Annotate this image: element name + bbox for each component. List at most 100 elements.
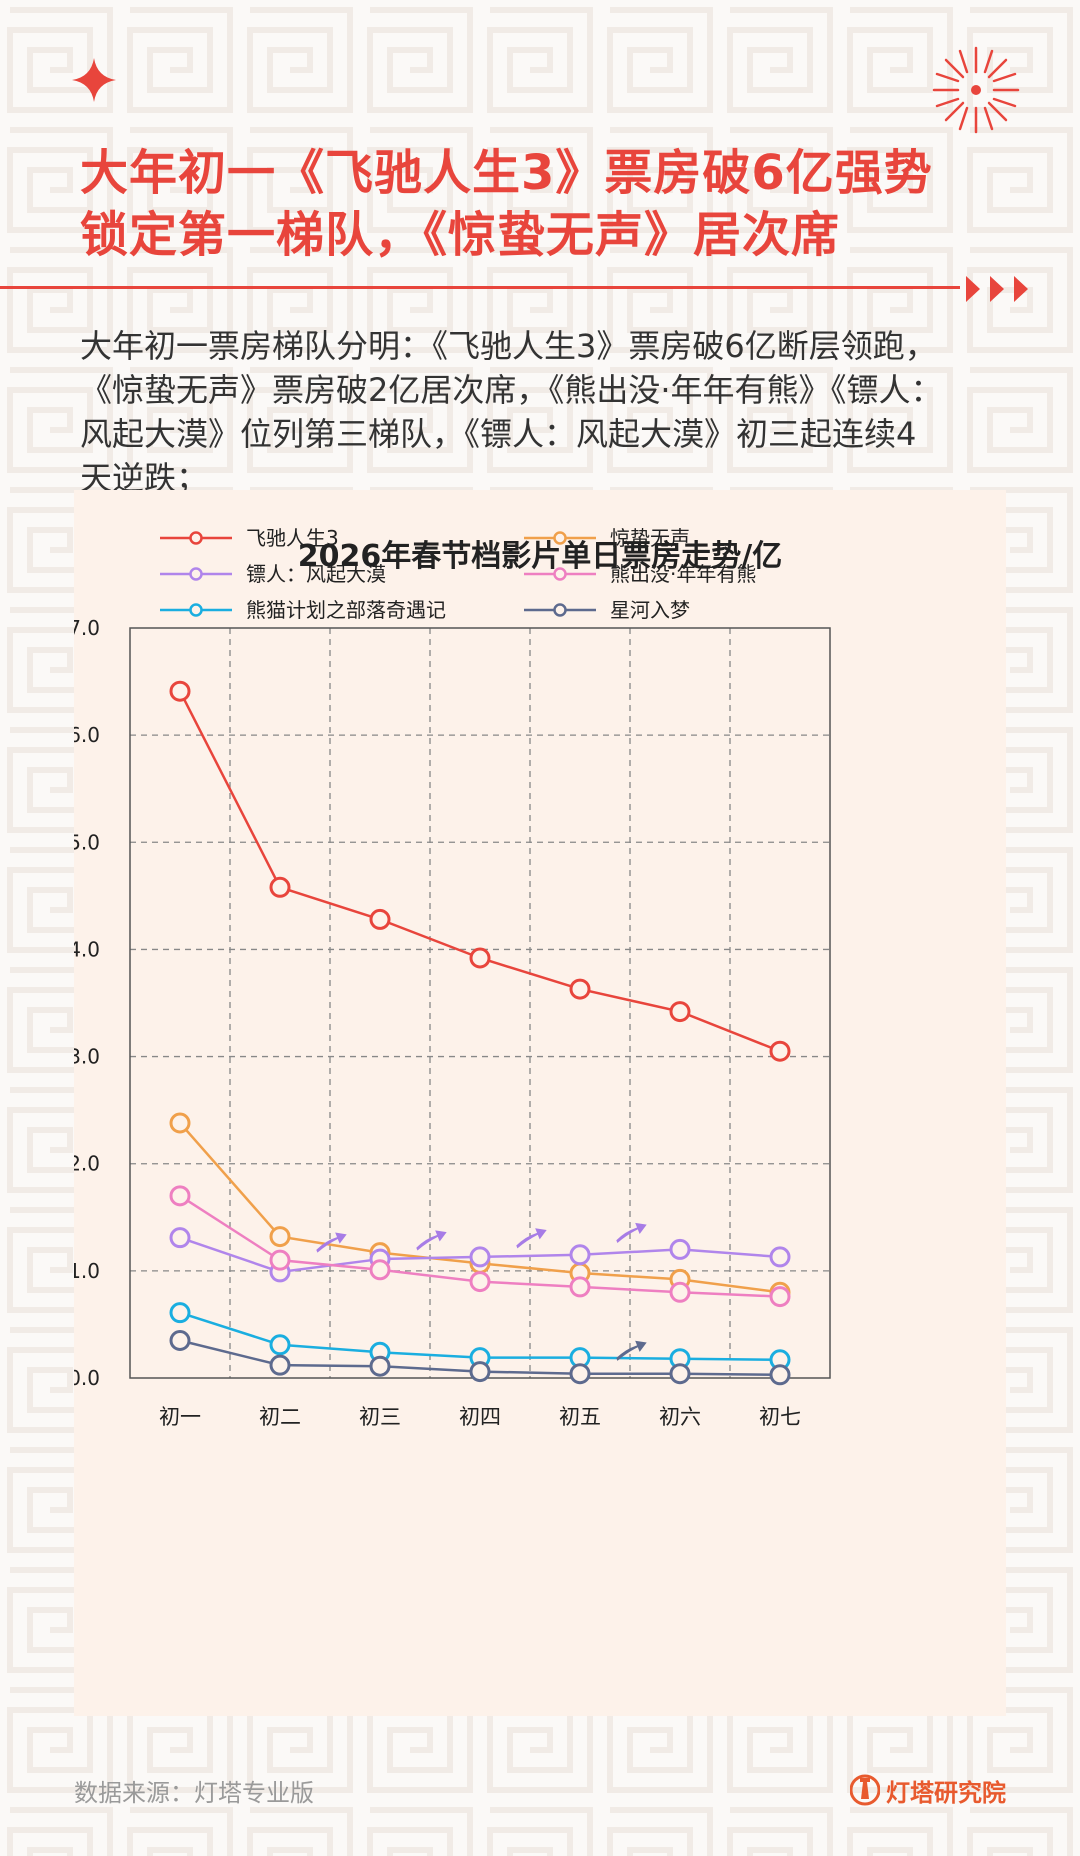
x-tick-label: 初七 — [759, 1405, 801, 1429]
triple-arrow-icon — [966, 276, 1028, 302]
title-line-2: 锁定第一梯队，《惊蛰无声》居次席 — [80, 207, 841, 263]
data-point — [469, 947, 491, 969]
legend-label: 飞驰人生3 — [246, 526, 339, 550]
data-point — [269, 1334, 291, 1356]
trend-arrow-shape — [616, 1340, 647, 1361]
legend-item: 星河入梦 — [524, 598, 690, 622]
series — [169, 680, 791, 1062]
legend-item: 飞驰人生3 — [160, 526, 339, 550]
trend-arrow-icon — [616, 1222, 647, 1243]
trend-arrows — [316, 1222, 647, 1361]
data-point — [469, 1361, 491, 1383]
data-point — [369, 1355, 391, 1377]
data-point — [669, 1281, 691, 1303]
brand-logo: 灯塔研究院 — [850, 1772, 1006, 1808]
data-point — [169, 1227, 191, 1249]
x-tick-label: 初四 — [459, 1405, 501, 1429]
data-point — [169, 1330, 191, 1351]
chart-title: 2026年春节档影片单日票房走势/亿 — [298, 539, 782, 574]
data-point — [169, 1112, 191, 1134]
chart-axes: 0.0 1.0 2.0 3.0 4.0 5.0 6.0 7.0 初一 初二 初三 初四 初五 初六 初七 — [74, 616, 831, 1429]
x-tick-label: 初六 — [659, 1405, 701, 1429]
data-point — [769, 1286, 791, 1308]
data-point — [169, 680, 191, 702]
trend-arrow-icon — [416, 1230, 447, 1251]
series — [169, 1302, 791, 1371]
sparkle-icon — [72, 58, 116, 102]
legend-label: 熊猫计划之部落奇遇记 — [246, 598, 446, 622]
legend-marker — [553, 531, 567, 545]
summary-paragraph: 大年初一票房梯队分明：《飞驰人生3》票房破6亿断层领跑， 《惊蛰无声》票房破2亿… — [80, 324, 1020, 500]
data-point — [369, 1259, 391, 1281]
legend-item: 镖人：风起大漠 — [160, 562, 386, 586]
data-point — [469, 1271, 491, 1293]
data-point — [569, 1276, 591, 1298]
lighthouse-logo-icon — [850, 1774, 880, 1806]
legend-marker — [189, 567, 203, 581]
trend-arrow-icon — [316, 1232, 347, 1253]
title-line-1: 大年初一《飞驰人生3》票房破6亿强势 — [80, 145, 933, 201]
legend-label: 熊出没·年年有熊 — [610, 562, 756, 586]
y-tick-label: 4.0 — [74, 937, 100, 961]
trend-arrow-shape — [316, 1232, 347, 1253]
legend-item: 熊猫计划之部落奇遇记 — [160, 598, 446, 622]
legend-label: 星河入梦 — [610, 598, 690, 622]
title-divider — [0, 286, 960, 289]
chart-card: 2026年春节档影片单日票房走势/亿 飞驰人生3 惊蛰无声镖人：风起大漠 熊出没·年… — [74, 490, 1006, 1716]
data-point — [769, 1246, 791, 1268]
series-line — [178, 690, 781, 1053]
y-tick-label: 5.0 — [74, 830, 100, 854]
y-tick-label: 2.0 — [74, 1152, 100, 1176]
trend-arrow-icon — [516, 1228, 547, 1249]
legend-marker — [553, 567, 567, 581]
legend-marker — [189, 531, 203, 545]
y-tick-label: 1.0 — [74, 1259, 100, 1283]
y-tick-label: 3.0 — [74, 1045, 100, 1069]
brand-name: 灯塔研究院 — [886, 1778, 1006, 1807]
data-point — [769, 1364, 791, 1386]
chart-grid — [130, 628, 830, 1378]
data-point — [269, 1249, 291, 1271]
data-point — [469, 1246, 491, 1268]
data-point — [369, 908, 391, 930]
chart-series — [169, 680, 791, 1386]
summary-line-2: 《惊蛰无声》票房破2亿居次席，《熊出没·年年有熊》《镖人： — [80, 371, 943, 409]
page-title: 大年初一《飞驰人生3》票房破6亿强势 锁定第一梯队，《惊蛰无声》居次席 — [80, 142, 1000, 266]
legend-item: 惊蛰无声 — [524, 526, 690, 550]
trend-arrow-icon — [616, 1340, 647, 1361]
x-tick-label: 初二 — [259, 1405, 301, 1429]
legend-label: 惊蛰无声 — [610, 526, 690, 550]
data-point — [169, 1302, 191, 1324]
data-point — [669, 1363, 691, 1385]
y-tick-label: 0.0 — [74, 1366, 100, 1390]
legend-marker — [553, 603, 567, 617]
data-point — [169, 1185, 191, 1207]
trend-arrow-shape — [516, 1228, 547, 1249]
x-tick-label: 初一 — [159, 1405, 201, 1429]
data-point — [269, 876, 291, 898]
y-tick-label: 7.0 — [74, 616, 100, 640]
series — [169, 1185, 791, 1308]
legend-label: 镖人：风起大漠 — [246, 562, 386, 586]
data-point — [769, 1040, 791, 1062]
data-point — [669, 1001, 691, 1023]
summary-line-1: 大年初一票房梯队分明：《飞驰人生3》票房破6亿断层领跑， — [80, 327, 937, 365]
legend-marker — [189, 603, 203, 617]
data-point — [269, 1226, 291, 1248]
x-tick-label: 初三 — [359, 1405, 401, 1429]
trend-arrow-shape — [416, 1230, 447, 1251]
firework-icon — [932, 46, 1020, 134]
data-point — [569, 978, 591, 1000]
x-tick-label: 初五 — [559, 1405, 601, 1429]
data-point — [569, 1244, 591, 1266]
y-tick-label: 6.0 — [74, 723, 100, 747]
data-point — [669, 1238, 691, 1260]
data-point — [269, 1354, 291, 1376]
legend-item: 熊出没·年年有熊 — [524, 562, 756, 586]
summary-line-3: 风起大漠》位列第三梯队，《镖人：风起大漠》初三起连续4 — [80, 415, 917, 453]
data-point — [569, 1363, 591, 1385]
trend-arrow-shape — [616, 1222, 647, 1243]
series — [169, 1330, 791, 1386]
